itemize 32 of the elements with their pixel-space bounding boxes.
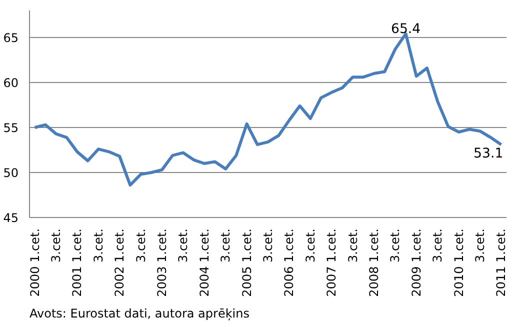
text: Avots: Eurostat dati, autora aprēķins [30, 306, 250, 320]
data-label: 65.4 [390, 22, 421, 37]
x-tick-label: 2000 1.cet. [28, 228, 42, 297]
line-series [33, 32, 503, 187]
x-tick-label: 2004 1.cet. [197, 228, 212, 297]
x-tick-label: 3.cet. [473, 228, 487, 262]
x-tick-label: 3.cet. [218, 228, 233, 262]
x-tick-label: 3.cet. [49, 228, 63, 262]
x-tick-label: 2007 1.cet. [324, 228, 339, 297]
y-tick-label: 55 [3, 121, 19, 135]
x-tick-label: 2003 1.cet. [155, 228, 169, 297]
x-tick-label: 3.cet. [91, 228, 106, 262]
x-tick-label: 2011 1.cet. [494, 228, 508, 297]
y-tick-label: 50 [3, 166, 19, 180]
x-tick-label: 2005 1.cet. [240, 228, 254, 297]
x-tick-label: 2009 1.cet. [409, 228, 424, 297]
x-tick-label: 3.cet. [388, 228, 402, 262]
x-tick-label: 3.cet. [430, 228, 445, 262]
x-tick-label: 3.cet. [346, 228, 360, 262]
x-tick-label: 3.cet. [261, 228, 275, 262]
x-tick-label: 3.cet. [303, 228, 318, 262]
x-tick-label: 2001 1.cet. [70, 228, 84, 297]
x-tick-label: 2006 1.cet. [282, 228, 296, 297]
x-tick-label: 3.cet. [134, 228, 148, 262]
x-tick-label: 2010 1.cet. [452, 228, 466, 297]
y-tick-label: 45 [3, 211, 19, 225]
x-tick-label: 2008 1.cet. [367, 228, 381, 297]
y-tick-label: 60 [3, 76, 19, 90]
x-tick-label: 3.cet. [176, 228, 190, 262]
x-tick-label: 2002 1.cet. [112, 228, 127, 297]
y-tick-label: 65 [3, 31, 19, 45]
data-label: 53.1 [474, 146, 504, 162]
